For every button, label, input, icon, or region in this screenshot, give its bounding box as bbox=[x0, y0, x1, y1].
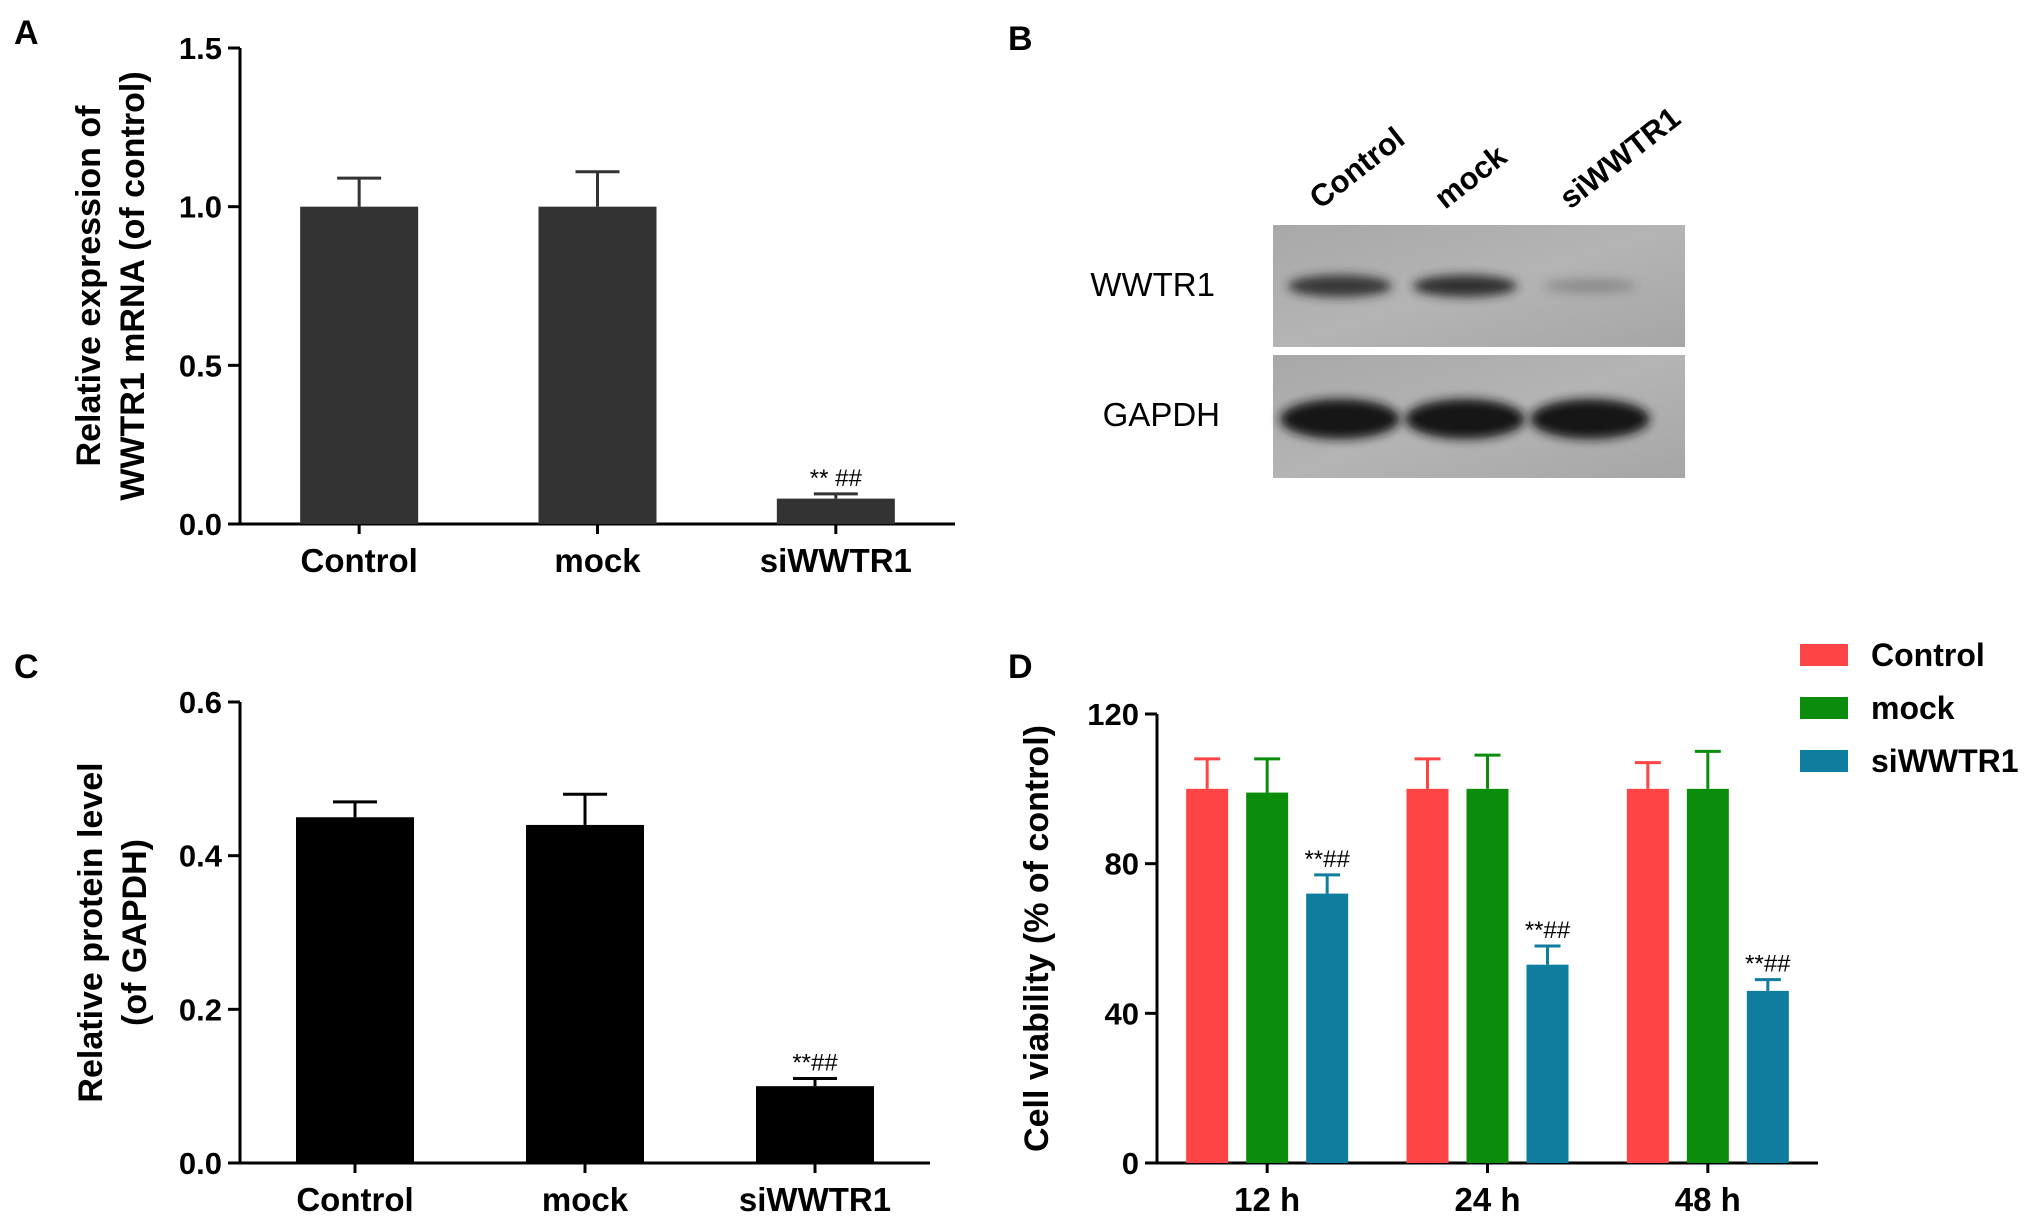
x-tick-label: mock bbox=[554, 542, 641, 579]
significance-label: ** ## bbox=[810, 465, 863, 492]
y-axis-title: Relative protein level bbox=[72, 762, 110, 1102]
y-tick-label: 1.5 bbox=[179, 31, 222, 66]
y-tick-label: 0.2 bbox=[179, 992, 222, 1027]
chart-c-relative-protein: 0.0 0.2 0.4 0.6 Control mock siWWTR1 **## Relati… bbox=[72, 685, 930, 1218]
x-tick-label: Control bbox=[296, 1181, 413, 1218]
legend-swatch-siwwtr1 bbox=[1800, 750, 1848, 772]
blot-band-wwtr1 bbox=[1288, 275, 1392, 297]
bar-control bbox=[1406, 788, 1449, 1163]
y-tick-label: 120 bbox=[1087, 697, 1139, 732]
bar-mock bbox=[1466, 788, 1509, 1163]
bar bbox=[296, 817, 414, 1163]
blot-lane-label: mock bbox=[1428, 138, 1514, 216]
x-tick-label: siWWTR1 bbox=[739, 1181, 891, 1218]
blot-band-wwtr1 bbox=[1544, 279, 1636, 293]
chart-d-cell-viability: 0 40 80 120 **## 12 h **## 24 h **## 48 h Cell via… bbox=[1018, 637, 2019, 1218]
bar-mock bbox=[1686, 788, 1729, 1163]
legend-swatch-control bbox=[1800, 644, 1848, 666]
bar-siwwtr1 bbox=[1526, 964, 1569, 1163]
significance-label: **## bbox=[1525, 917, 1571, 944]
bar-siwwtr1 bbox=[1746, 990, 1789, 1163]
bar bbox=[776, 498, 895, 524]
bar bbox=[756, 1086, 874, 1163]
y-tick-label: 0.4 bbox=[179, 839, 223, 874]
bar-mock bbox=[1246, 792, 1289, 1163]
y-axis-title: (of GAPDH) bbox=[116, 839, 154, 1026]
y-axis-title: Cell viability (% of control) bbox=[1018, 725, 1056, 1152]
panel-label-d: D bbox=[1008, 648, 1033, 686]
panel-label-c: C bbox=[14, 648, 39, 686]
x-tick-label: 24 h bbox=[1454, 1181, 1520, 1218]
y-axis-title: WWTR1 mRNA (of control) bbox=[114, 71, 152, 500]
blot-band-gapdh bbox=[1530, 399, 1650, 439]
x-tick-label: Control bbox=[301, 542, 418, 579]
blot-lane-label: siWWTR1 bbox=[1553, 100, 1687, 216]
bar-control bbox=[1186, 788, 1229, 1163]
x-tick-label: 48 h bbox=[1675, 1181, 1741, 1218]
blot-lane-label: Control bbox=[1303, 120, 1411, 215]
bar bbox=[300, 206, 419, 524]
y-tick-label: 0 bbox=[1122, 1146, 1139, 1181]
bar-siwwtr1 bbox=[1306, 893, 1349, 1163]
significance-label: **## bbox=[1304, 846, 1350, 873]
significance-label: **## bbox=[1745, 951, 1791, 978]
blot-row-label-wwtr1: WWTR1 bbox=[1090, 266, 1215, 303]
bar bbox=[538, 206, 657, 524]
blot-band-gapdh bbox=[1280, 399, 1400, 439]
y-tick-label: 1.0 bbox=[179, 190, 222, 225]
legend-label: Control bbox=[1871, 637, 1985, 673]
panel-label-a: A bbox=[14, 14, 39, 52]
x-tick-label: mock bbox=[542, 1181, 629, 1218]
blot-band-wwtr1 bbox=[1413, 275, 1517, 297]
y-tick-label: 80 bbox=[1105, 847, 1139, 882]
significance-label: **## bbox=[792, 1049, 838, 1076]
bar-control bbox=[1626, 788, 1669, 1163]
y-axis-title: Relative expression of bbox=[70, 105, 108, 467]
bar bbox=[526, 824, 644, 1163]
blot-row-label-gapdh: GAPDH bbox=[1103, 396, 1220, 433]
x-tick-label: siWWTR1 bbox=[760, 542, 912, 579]
blot-band-gapdh bbox=[1405, 399, 1525, 439]
y-tick-label: 0.0 bbox=[179, 1146, 222, 1181]
y-tick-label: 0.5 bbox=[179, 348, 222, 383]
chart-a-relative-mrna: 0.0 0.5 1.0 1.5 Control mock siWWTR1 ** ## Relat… bbox=[70, 31, 955, 579]
legend-label: mock bbox=[1871, 690, 1955, 726]
y-tick-label: 0.0 bbox=[179, 507, 222, 542]
y-tick-label: 0.6 bbox=[179, 685, 222, 720]
x-tick-label: 12 h bbox=[1234, 1181, 1300, 1218]
western-blot: WWTR1 GAPDH Control mock siWWTR1 bbox=[1090, 100, 1687, 478]
panel-label-b: B bbox=[1008, 20, 1033, 58]
legend-label: siWWTR1 bbox=[1871, 743, 2019, 779]
legend-swatch-mock bbox=[1800, 697, 1848, 719]
y-tick-label: 40 bbox=[1105, 996, 1139, 1031]
